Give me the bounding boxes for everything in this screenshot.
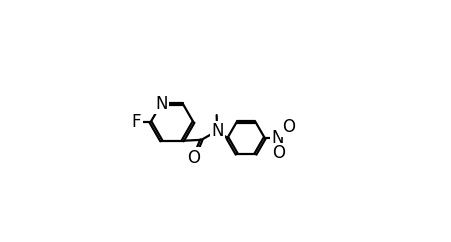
Text: N: N — [271, 129, 283, 147]
Text: N: N — [155, 95, 167, 113]
Text: F: F — [132, 113, 141, 131]
Text: O: O — [187, 149, 200, 166]
Text: O: O — [272, 144, 285, 162]
Text: O: O — [281, 118, 294, 136]
Text: N: N — [211, 122, 223, 140]
